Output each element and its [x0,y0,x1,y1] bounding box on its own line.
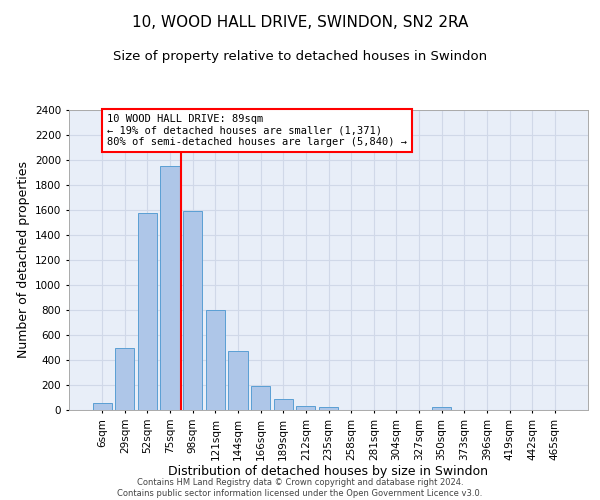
Bar [251,386,270,410]
Text: Contains HM Land Registry data © Crown copyright and database right 2024.
Contai: Contains HM Land Registry data © Crown c… [118,478,482,498]
Bar [296,406,316,410]
Bar [138,212,157,410]
Bar [432,407,451,410]
Bar [319,406,338,410]
Text: 10, WOOD HALL DRIVE, SWINDON, SN2 2RA: 10, WOOD HALL DRIVE, SWINDON, SN2 2RA [132,15,468,30]
Text: Size of property relative to detached houses in Swindon: Size of property relative to detached ho… [113,50,487,63]
Bar [183,211,202,410]
Bar [229,350,248,410]
X-axis label: Distribution of detached houses by size in Swindon: Distribution of detached houses by size … [169,466,488,478]
Bar [206,310,225,410]
Bar [92,402,112,410]
Bar [115,348,134,410]
Bar [160,166,180,410]
Text: 10 WOOD HALL DRIVE: 89sqm
← 19% of detached houses are smaller (1,371)
80% of se: 10 WOOD HALL DRIVE: 89sqm ← 19% of detac… [107,114,407,147]
Bar [274,399,293,410]
Y-axis label: Number of detached properties: Number of detached properties [17,162,29,358]
